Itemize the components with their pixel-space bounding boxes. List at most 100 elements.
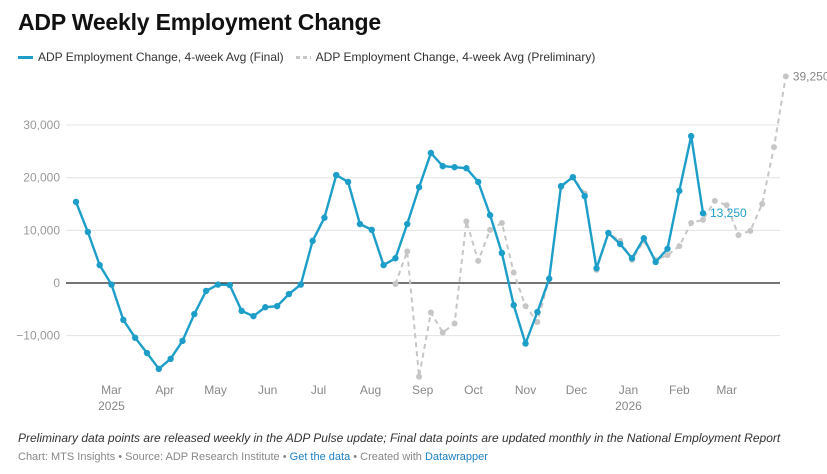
y-tick-label: −10,000 <box>16 329 60 343</box>
x-tick-label: Jan <box>619 383 638 397</box>
data-point-final <box>652 258 659 266</box>
data-point-final <box>179 337 186 345</box>
x-tick-label: Oct <box>464 383 483 397</box>
data-point-final <box>486 211 494 219</box>
x-tick-label: Feb <box>669 383 690 397</box>
chart-notes: Preliminary data points are released wee… <box>18 431 781 445</box>
series-line-preliminary <box>394 76 787 378</box>
data-point-final <box>557 182 565 190</box>
data-point-final <box>534 308 541 316</box>
data-point-final <box>640 235 648 242</box>
x-tick-label: Mar <box>716 383 737 397</box>
legend-swatch-final <box>18 55 33 59</box>
data-point-final <box>226 281 233 289</box>
data-point-final <box>202 287 210 295</box>
data-point-preliminary <box>770 144 777 151</box>
footer-chart-by: Chart: MTS Insights <box>18 451 116 463</box>
data-point-final <box>664 245 671 252</box>
data-point-final <box>333 171 340 179</box>
x-tick-label: Sep <box>412 383 434 397</box>
footer-separator: • <box>350 451 361 463</box>
x-tick-year-label: 2026 <box>615 399 642 413</box>
end-label-preliminary: 39,250 <box>793 69 827 83</box>
data-point-final <box>451 163 458 171</box>
x-tick-label: Jun <box>258 383 277 397</box>
x-tick-label: May <box>204 383 227 397</box>
legend-label-final: ADP Employment Change, 4-week Avg (Final… <box>38 50 284 64</box>
legend-swatch-preliminary <box>295 55 311 59</box>
data-point-preliminary <box>475 257 482 264</box>
data-point-final <box>616 240 624 248</box>
data-point-final <box>510 301 517 309</box>
data-point-preliminary <box>392 281 399 288</box>
data-point-final <box>392 255 399 262</box>
data-point-preliminary <box>747 227 754 234</box>
series-line-final <box>74 134 705 370</box>
data-point-final <box>143 349 151 357</box>
y-tick-label: 30,000 <box>23 118 60 132</box>
data-point-preliminary <box>451 320 458 327</box>
footer-created-with: Created with <box>360 451 425 463</box>
data-point-final <box>321 214 328 221</box>
x-tick-label: Dec <box>566 383 587 397</box>
data-point-preliminary <box>699 216 706 223</box>
data-point-preliminary <box>510 269 517 276</box>
data-point-final <box>593 265 600 272</box>
data-point-final <box>439 162 446 170</box>
data-point-preliminary <box>416 373 423 380</box>
data-point-final <box>569 173 577 181</box>
footer-separator: • <box>115 451 126 463</box>
data-point-preliminary <box>427 309 434 316</box>
legend-label-preliminary: ADP Employment Change, 4-week Avg (Preli… <box>315 50 596 64</box>
footer-source: Source: ADP Research Institute <box>125 451 280 463</box>
data-point-final <box>628 255 636 262</box>
data-point-final <box>131 334 139 341</box>
x-tick-label: Nov <box>515 383 536 397</box>
data-point-preliminary <box>782 73 789 80</box>
chart-footer: Chart: MTS Insights • Source: ADP Resear… <box>18 451 488 463</box>
data-point-final <box>108 281 115 288</box>
data-point-final <box>475 178 482 186</box>
x-tick-label: Aug <box>360 383 381 397</box>
legend-item-preliminary: ADP Employment Change, 4-week Avg (Preli… <box>295 50 596 64</box>
data-point-final <box>344 178 352 186</box>
data-point-final <box>238 307 245 315</box>
footer-separator: • <box>279 451 290 463</box>
data-point-final <box>72 198 80 206</box>
data-point-preliminary <box>404 248 411 255</box>
data-point-preliminary <box>487 226 494 233</box>
data-point-preliminary <box>735 232 742 239</box>
data-point-final <box>120 316 127 324</box>
datawrapper-link[interactable]: Datawrapper <box>424 451 488 463</box>
x-tick-label: Jul <box>311 383 326 397</box>
data-point-final <box>522 340 529 347</box>
y-tick-label: 20,000 <box>23 171 60 185</box>
chart-plot: 30,000 20,000 10,000 0 −10,000 Mar 2025 Apr May J… <box>16 69 827 413</box>
data-point-final <box>262 304 269 311</box>
data-point-final <box>380 261 387 269</box>
data-point-final <box>167 355 174 363</box>
data-point-final <box>699 210 707 217</box>
y-tick-label: 10,000 <box>23 223 60 237</box>
data-point-final <box>191 310 198 318</box>
data-point-final <box>273 302 281 310</box>
data-point-final <box>155 365 163 373</box>
data-point-final <box>368 226 375 234</box>
data-point-final <box>676 187 683 195</box>
data-point-final <box>96 261 103 269</box>
data-point-final <box>356 220 364 228</box>
data-point-preliminary <box>759 201 766 208</box>
data-point-preliminary <box>463 218 470 225</box>
data-point-final <box>546 275 553 282</box>
data-point-preliminary <box>439 329 446 336</box>
data-point-final <box>687 132 695 140</box>
data-point-preliminary <box>723 202 730 209</box>
x-tick-label: Apr <box>155 383 174 397</box>
end-label-final: 13,250 <box>710 206 747 220</box>
data-point-preliminary <box>522 303 529 310</box>
data-point-final <box>285 290 293 298</box>
data-point-final <box>463 165 470 172</box>
data-point-final <box>404 220 411 228</box>
get-the-data-link[interactable]: Get the data <box>289 451 351 463</box>
chart-title: ADP Weekly Employment Change <box>18 9 381 35</box>
